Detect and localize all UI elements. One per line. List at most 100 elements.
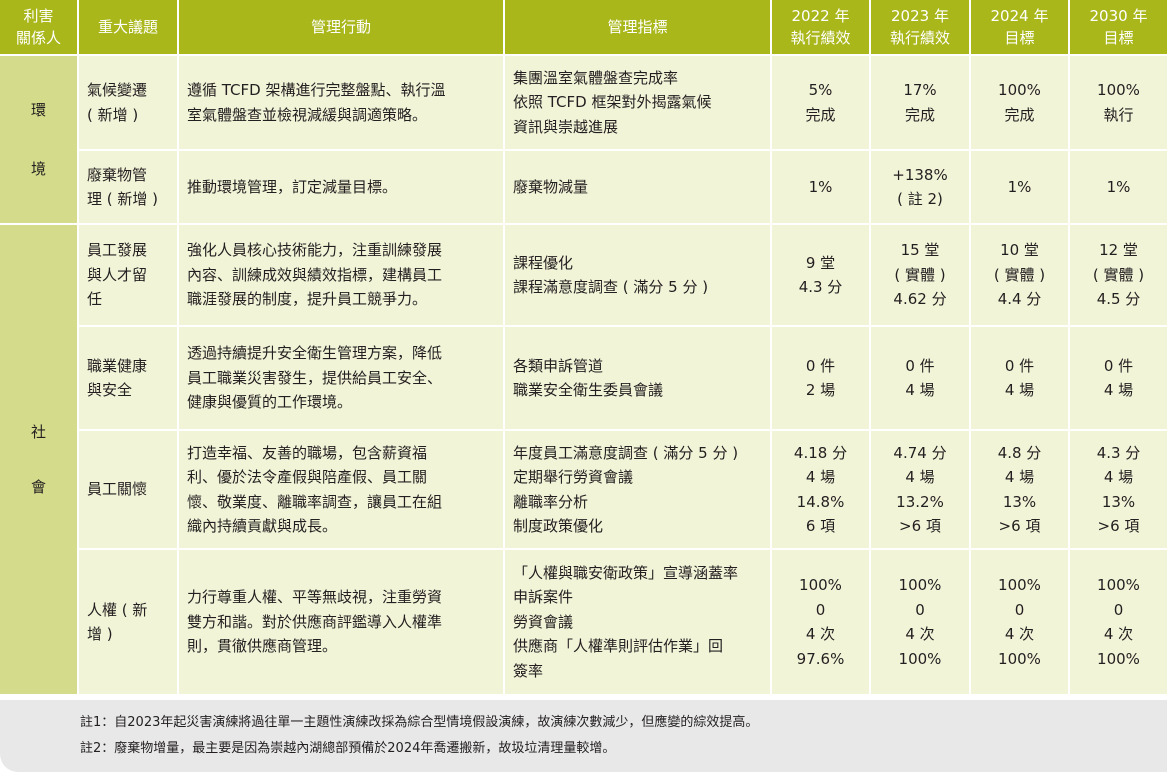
action-cell: 打造幸福、友善的職場，包含薪資福 利、優於法令產假與陪產假、員工關 懷、敬業度、離職…	[178, 429, 505, 549]
text-line: 定期舉行勞資會議	[513, 468, 634, 486]
indicator-cell: 各類申訴管道 職業安全衛生委員會議	[504, 325, 772, 430]
indicator-cell: 「人權與職安衛政策」宣導涵蓋率 申訴案件 勞資會議 供應商「人權準則評估作業」回 簽率	[504, 548, 772, 694]
indicator-cell: 廢棄物減量	[504, 149, 772, 224]
text-line: 遵循 TCFD 架構進行完整盤點、執行溫	[187, 81, 446, 99]
value-2024-cell: 100% 0 4 次 100%	[970, 548, 1070, 694]
text-line: 則，貫徹供應商管理。	[187, 637, 338, 656]
stakeholder-cell: 社會	[0, 223, 79, 694]
text-line: 4.74 分	[893, 443, 947, 462]
value-2024-cell: 100% 完成	[970, 54, 1070, 150]
stakeholder-char: 境	[30, 159, 46, 178]
text-line: 推動環境管理，訂定減量目標。	[187, 177, 398, 196]
text-line: 員工職業災害發生，提供給員工安全、	[187, 368, 443, 387]
text-line: 完成	[805, 105, 836, 124]
text-line: 依照 TCFD 框架對外揭露氣候	[513, 93, 712, 112]
indicator-cell: 課程優化課程滿意度調查 ( 滿分 5 分 )	[504, 223, 772, 326]
table-row: 廢棄物管理 ( 新增 ) 推動環境管理，訂定減量目標。 廢棄物減量 1% +138% ( …	[0, 149, 1167, 224]
text-line: 管理指標	[607, 18, 668, 36]
text-line: 97.6%	[796, 649, 845, 668]
text-line: 與安全	[87, 381, 133, 399]
text-line: 氣候變遷	[87, 81, 148, 99]
text-line: 0 件	[805, 356, 836, 375]
text-line: 打造幸福、友善的職場，包含薪資福	[187, 443, 428, 462]
footnotes: 註1：自2023年起災害演練將過往單一主題性演練改採為綜合型情境假設演練，故演練…	[0, 700, 1167, 772]
text-line: 0 件	[1004, 356, 1035, 375]
text-line: 13%	[1002, 492, 1037, 511]
value-2024-cell: 1%	[970, 149, 1070, 224]
text-line: 員工發展	[87, 241, 148, 260]
value-2030-cell: 100% 0 4 次 100%	[1069, 548, 1167, 694]
text-line: 勞資會議	[513, 612, 574, 631]
header-stakeholder: 利害 關係人	[0, 0, 79, 55]
text-line: 增 )	[87, 625, 113, 643]
text-line: ( 新增 )	[87, 105, 139, 124]
text-line: 10 堂	[1000, 241, 1039, 260]
stakeholder-char: 環	[30, 101, 46, 119]
footnote-2: 註2：廢棄物增量，最主要是因為崇越內湖總部預備於2024年喬遷搬新，故圾垃清理量…	[80, 741, 616, 756]
value-2022-cell: 100% 0 4 次 97.6%	[771, 548, 871, 694]
text-line: 室氣體盤查並檢視減緩與調適策略。	[187, 105, 428, 124]
text-line: 強化人員核心技術能力，注重訓練發展	[187, 241, 443, 260]
text-line: 課程優化	[513, 253, 574, 272]
value-2023-cell: 15 堂 ( 實體 ) 4.62 分	[870, 223, 971, 326]
header-indicator: 管理指標	[504, 0, 772, 55]
text-line: 完成	[1004, 105, 1035, 124]
text-line: 4 次	[905, 625, 935, 643]
text-line: 完成	[904, 105, 935, 124]
text-line: 13%	[1101, 492, 1136, 511]
text-line: 集團溫室氣體盤查完成率	[513, 68, 679, 87]
text-line: 0	[1113, 600, 1124, 619]
issue-cell: 人權 ( 新增 )	[78, 548, 179, 694]
table-row: 社會員工發展 與人才留任強化人員核心技術能力，注重訓練發展 內容、訓練成效與績效指標…	[0, 223, 1167, 694]
text-line: 4 場	[905, 381, 935, 399]
header-row: 利害 關係人 重大議題 管理行動 管理指標 2022 年執行績效 2023 年執行績效 202…	[0, 0, 1167, 55]
indicator-cell: 年度員工滿意度調查 ( 滿分 5 分 ) 定期舉行勞資會議 離職率分析制度政策優化	[504, 429, 772, 549]
header-2024: 2024 年目標	[970, 0, 1070, 55]
text-line: 課程滿意度調查 ( 滿分 5 分 )	[513, 278, 709, 296]
header-2030: 2030 年目標	[1069, 0, 1167, 55]
text-line: 利害	[23, 7, 54, 25]
text-line: >6 項	[899, 517, 941, 535]
text-line: 4.3 分	[798, 278, 843, 296]
value-2022-cell: 9 堂 4.3 分	[771, 223, 871, 326]
action-cell: 推動環境管理，訂定減量目標。	[178, 149, 505, 224]
text-line: 員工關懷	[87, 480, 148, 499]
stakeholder-char: 會	[30, 477, 46, 496]
text-line: 4.18 分	[793, 443, 848, 462]
text-line: 懷、敬業度、離職率調查，讓員工在組	[187, 492, 443, 511]
header-2022: 2022 年執行績效	[771, 0, 871, 55]
text-line: 4 場	[805, 468, 836, 486]
material-issues-table: 利害 關係人 重大議題 管理行動 管理指標 2022 年執行績效 2023 年執行績效 202…	[0, 0, 1167, 694]
text-line: 4.4 分	[997, 290, 1042, 309]
text-line: 13.2%	[896, 492, 944, 511]
text-line: 執行績效	[889, 29, 950, 47]
text-line: 100%	[898, 576, 942, 594]
text-line: 100%	[1097, 81, 1140, 99]
value-2023-cell: 17% 完成	[870, 54, 971, 150]
table-body: 環境 氣候變遷 ( 新增 ) 遵循 TCFD 架構進行完整盤點、執行溫 室氣體盤查並檢視…	[0, 54, 1167, 694]
text-line: 制度政策優化	[513, 517, 604, 535]
text-line: 14.8%	[796, 492, 845, 511]
text-line: 1%	[1106, 177, 1131, 196]
text-line: 100%	[799, 576, 842, 594]
text-line: 離職率分析	[513, 492, 589, 511]
text-line: 2022 年	[791, 7, 850, 25]
action-cell: 遵循 TCFD 架構進行完整盤點、執行溫 室氣體盤查並檢視減緩與調適策略。	[178, 54, 505, 150]
text-line: 年度員工滿意度調查 ( 滿分 5 分 )	[513, 443, 739, 462]
text-line: 目標	[1103, 29, 1134, 47]
text-line: 關係人	[15, 29, 61, 47]
text-line: 0	[815, 600, 826, 619]
text-line: 4 次	[1103, 625, 1134, 643]
value-2022-cell: 1%	[771, 149, 871, 224]
text-line: ( 註 2)	[897, 190, 943, 208]
text-line: 100%	[898, 649, 942, 668]
text-line: 人權 ( 新	[87, 600, 148, 619]
text-line: 力行尊重人權、平等無歧視，注重勞資	[187, 588, 443, 607]
value-2030-cell: 100% 執行	[1069, 54, 1167, 150]
text-line: 4.62 分	[893, 290, 947, 309]
text-line: 4 次	[805, 625, 836, 643]
value-2030-cell: 12 堂 ( 實體 ) 4.5 分	[1069, 223, 1167, 326]
